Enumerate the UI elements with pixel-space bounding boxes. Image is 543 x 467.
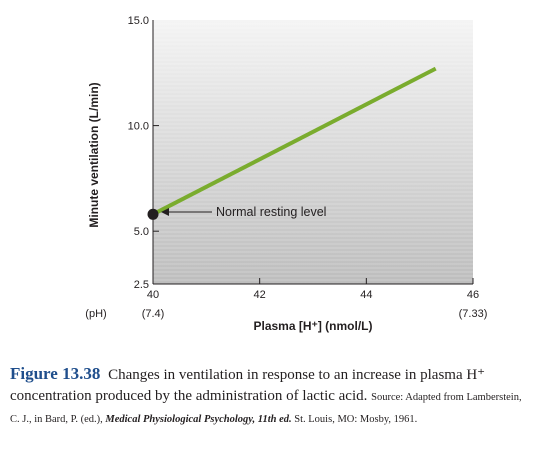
y-axis-title: Minute ventilation (L/min) <box>87 82 101 227</box>
annotation-label: Normal resting level <box>216 205 326 219</box>
y-tick-label: 5.0 <box>134 226 149 238</box>
ph-tick-label: (7.4) <box>142 308 165 320</box>
y-tick-label: 10.0 <box>128 121 149 133</box>
y-ticks: 2.5 5.0 10.0 15.0 <box>128 15 159 291</box>
series <box>147 66 437 220</box>
source-tail: St. Louis, MO: Mosby, 1961. <box>294 414 418 425</box>
caption-source: Source: Adapted from Lamberstein, C. J.,… <box>10 392 522 425</box>
x-tick-label: 44 <box>360 289 372 301</box>
x-tick-label: 42 <box>254 289 266 301</box>
x-tick-label: 46 <box>467 289 479 301</box>
grid-lines <box>153 23 473 281</box>
ph-tick-label: (7.33) <box>459 308 488 320</box>
figure-label: Figure 13.38 <box>10 364 101 383</box>
resting-level-point <box>147 208 159 220</box>
y-tick-label: 15.0 <box>128 15 149 27</box>
y-tick-label: 2.5 <box>134 279 149 291</box>
x-axis-title: Plasma [H⁺] (nmol/L) <box>253 319 372 333</box>
ph-label: (pH) <box>85 308 106 320</box>
series-line <box>152 66 437 217</box>
source-title: Medical Physiological Psychology, 11th e… <box>105 414 292 425</box>
x-ticks: 40 (7.4) 42 44 46 (7.33) <box>142 278 488 320</box>
x-tick-label: 40 <box>147 289 159 301</box>
figure-caption: Figure 13.38 Changes in ventilation in r… <box>10 363 533 430</box>
caption-text: Changes in ventilation in response to an… <box>10 367 486 404</box>
source-text: Source: Adapted from Lamberstein, C. J.,… <box>10 392 522 425</box>
axes <box>152 20 473 285</box>
